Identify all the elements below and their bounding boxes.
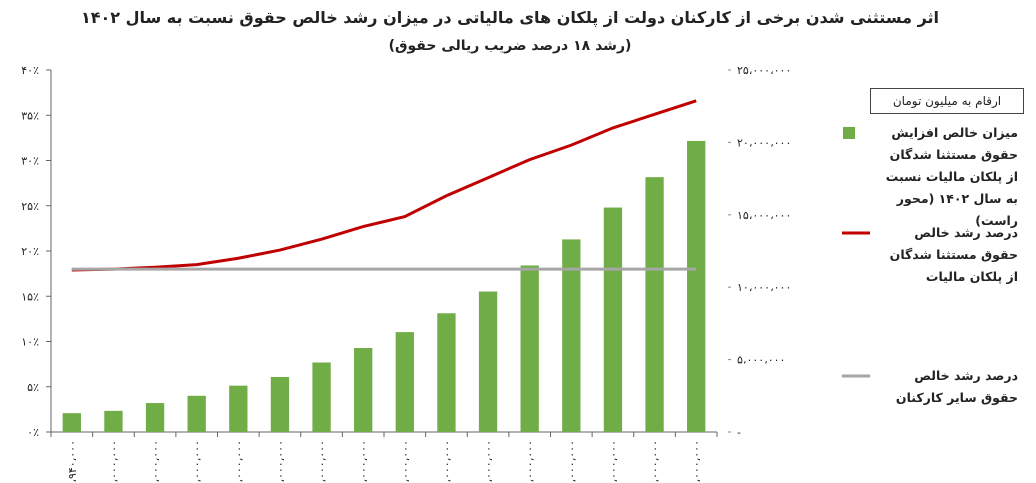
y-tick-label: ۱۵٪: [21, 290, 39, 303]
y2-tick-label: ۲۵،۰۰۰،۰۰۰: [737, 64, 791, 77]
x-tick-label: ۹،۰۰۰،۰۰۰: [107, 440, 120, 483]
y2-tick-label: ۵،۰۰۰،۰۰۰: [737, 354, 785, 367]
x-tick-label: ۴۱،۰۰۰،۰۰۰: [482, 440, 495, 483]
bar: [395, 332, 414, 432]
x-tick-label: ۷۰،۰۰۰،۰۰۰: [690, 440, 703, 483]
x-tick-label: ۱۸،۰۰۰،۰۰۰: [232, 440, 245, 483]
y2-tick-label: -: [737, 426, 741, 439]
bar: [145, 403, 165, 432]
legend-swatch: [843, 127, 855, 139]
y-tick-label: ۳۰٪: [21, 155, 39, 168]
legend-entry: درصد رشد خالص حقوق مستثنا شدگان از پلکان…: [878, 222, 1018, 288]
x-tick-label: ۳۳،۰۰۰،۰۰۰: [399, 440, 412, 483]
legend-label: درصد رشد خالص حقوق مستثنا شدگان از پلکان…: [889, 225, 1018, 284]
bar: [62, 413, 81, 432]
x-tick-label: ۴۶،۰۰۰،۰۰۰: [524, 440, 537, 483]
x-tick-label: ۱۲،۰۰۰،۰۰۰: [149, 440, 162, 483]
bar: [270, 376, 290, 432]
legend-label: میزان خالص افزایش حقوق مستثنا شدگان از پ…: [885, 125, 1018, 228]
line: [71, 99, 697, 272]
bar: [229, 385, 248, 432]
bar: [520, 265, 539, 432]
x-tick-label: ۵۷،۰۰۰،۰۰۰: [607, 440, 620, 483]
bar: [687, 140, 706, 432]
legend-entry: درصد رشد خالص حقوق سایر کارکنان: [878, 365, 1018, 409]
y2-tick-label: ۱۰،۰۰۰،۰۰۰: [737, 281, 791, 294]
legend-entry: میزان خالص افزایش حقوق مستثنا شدگان از پ…: [878, 122, 1018, 232]
y-tick-label: ۳۵٪: [21, 109, 39, 122]
bar: [603, 207, 623, 432]
x-tick-label: ۲۹،۰۰۰،۰۰۰: [357, 440, 370, 483]
bar: [312, 362, 331, 432]
x-tick-label: ۱۵،۰۰۰،۰۰۰: [191, 440, 204, 483]
y-tick-label: ۵٪: [27, 381, 39, 394]
bar: [187, 395, 206, 432]
y-tick-label: ۰٪: [27, 426, 39, 439]
bar: [478, 291, 498, 432]
y-tick-label: ۱۰٪: [21, 336, 39, 349]
x-tick-label: ۲۱،۰۰۰،۰۰۰: [274, 440, 287, 483]
x-tick-label: ۷،۹۴۰،۰۰۰: [66, 440, 79, 483]
bar: [437, 313, 456, 432]
x-tick-label: ۵۱،۰۰۰،۰۰۰: [565, 440, 578, 483]
x-tick-label: ۲۵،۰۰۰،۰۰۰: [316, 440, 329, 483]
legend-label: درصد رشد خالص حقوق سایر کارکنان: [895, 368, 1018, 405]
chart-title: اثر مستثنی شدن برخی از کارکنان دولت از پ…: [80, 8, 940, 27]
unit-note: ارقام به میلیون تومان: [870, 88, 1024, 114]
bar: [645, 177, 664, 432]
bar: [354, 348, 373, 432]
y2-tick-label: ۲۰،۰۰۰،۰۰۰: [737, 136, 791, 149]
x-tick-label: ۶۳،۰۰۰،۰۰۰: [649, 440, 662, 483]
x-tick-label: ۳۷،۰۰۰،۰۰۰: [440, 440, 453, 483]
bar: [562, 239, 581, 432]
y-tick-label: ۲۵٪: [21, 200, 39, 213]
y-tick-label: ۲۰٪: [21, 245, 39, 258]
y2-tick-label: ۱۵،۰۰۰،۰۰۰: [737, 209, 791, 222]
bar: [104, 410, 123, 432]
y-tick-label: ۴۰٪: [21, 64, 39, 77]
chart-subtitle: (رشد ۱۸ درصد ضریب ریالی حقوق): [388, 38, 632, 54]
